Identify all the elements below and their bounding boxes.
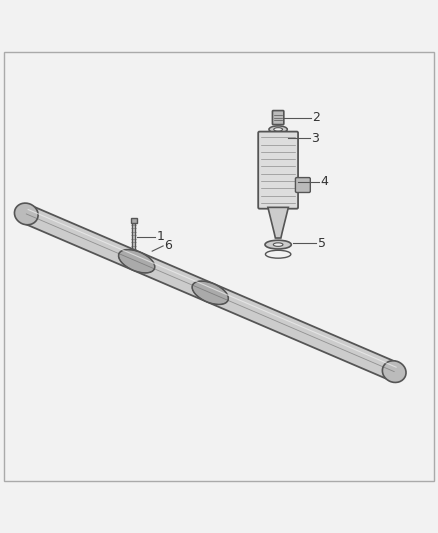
Ellipse shape bbox=[192, 281, 228, 304]
Ellipse shape bbox=[119, 249, 155, 273]
Ellipse shape bbox=[265, 240, 291, 249]
Polygon shape bbox=[268, 207, 288, 238]
Polygon shape bbox=[22, 205, 398, 381]
FancyBboxPatch shape bbox=[272, 110, 284, 125]
Ellipse shape bbox=[14, 203, 38, 225]
Text: 2: 2 bbox=[312, 111, 320, 124]
Text: 3: 3 bbox=[311, 132, 319, 144]
FancyBboxPatch shape bbox=[258, 132, 298, 209]
FancyBboxPatch shape bbox=[295, 177, 310, 192]
Ellipse shape bbox=[269, 126, 287, 133]
Ellipse shape bbox=[274, 128, 283, 131]
Text: 1: 1 bbox=[157, 230, 165, 243]
Bar bbox=[131, 219, 137, 223]
Ellipse shape bbox=[273, 243, 283, 246]
Text: 5: 5 bbox=[318, 237, 325, 250]
Text: 6: 6 bbox=[164, 239, 172, 252]
Text: 4: 4 bbox=[320, 175, 328, 189]
Bar bbox=[132, 223, 135, 251]
Ellipse shape bbox=[382, 361, 406, 383]
